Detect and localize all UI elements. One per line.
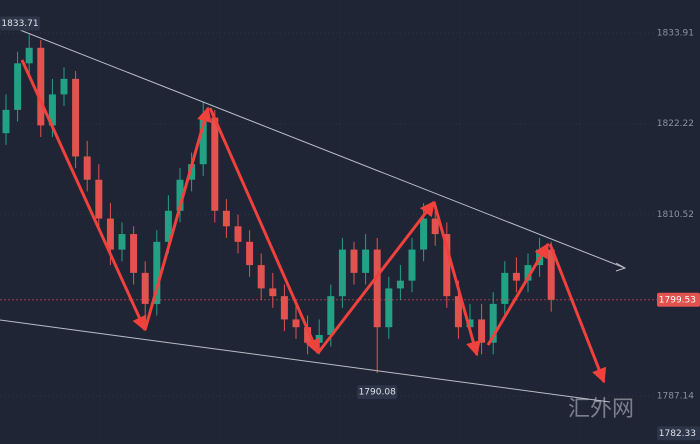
- candle-body: [489, 303, 497, 343]
- candle-body: [547, 249, 555, 300]
- candle-body: [478, 319, 486, 343]
- candle-body: [524, 265, 532, 281]
- candle-body: [95, 179, 103, 219]
- candle-body: [362, 249, 370, 273]
- low-label: 1790.08: [359, 388, 396, 398]
- candle-body: [396, 280, 404, 289]
- candle-body: [408, 249, 416, 281]
- high-tag: [0, 16, 40, 31]
- candle-body: [153, 241, 161, 304]
- candle-body: [14, 63, 22, 110]
- candle-body: [350, 249, 358, 273]
- candle-body: [60, 78, 68, 95]
- candle-body: [2, 109, 10, 134]
- candle-body: [72, 78, 80, 157]
- y-tick-label: 1787.14: [657, 391, 694, 401]
- cursor-tag: [657, 426, 700, 441]
- candle-body: [130, 234, 138, 273]
- candle-body: [118, 234, 126, 250]
- y-tick-label: 1810.52: [657, 210, 694, 220]
- candle-body: [454, 296, 462, 328]
- candle-body: [176, 179, 184, 211]
- candle-body: [338, 249, 346, 297]
- wave-arrow: [143, 106, 212, 331]
- low-tag: [357, 385, 398, 400]
- candle-body: [246, 241, 254, 266]
- candle-body: [257, 265, 265, 289]
- wave-arrow: [208, 107, 320, 355]
- trend-arrow: [615, 262, 627, 272]
- candle-body: [37, 47, 45, 126]
- candle-body: [466, 319, 474, 328]
- candle-body: [25, 47, 33, 64]
- trend-line: [0, 319, 611, 403]
- y-tick-label: 1822.22: [657, 119, 694, 129]
- candle-body: [292, 319, 300, 328]
- candle-body: [164, 210, 172, 242]
- candle-body: [211, 117, 219, 211]
- candle-body: [304, 327, 312, 343]
- wave-arrow: [548, 243, 607, 384]
- candle-body: [48, 94, 56, 126]
- candle-body: [234, 226, 242, 242]
- candle-body: [512, 272, 520, 281]
- price-tag-label: 1799.53: [659, 295, 696, 305]
- candle-body: [83, 156, 91, 180]
- candle-body: [141, 272, 149, 304]
- candle-body: [385, 288, 393, 328]
- watermark: 汇外网: [568, 397, 634, 422]
- y-tick-label: 1833.91: [657, 28, 694, 38]
- wave-arrow: [486, 242, 550, 346]
- candle-body: [199, 117, 207, 165]
- wave-arrow: [316, 200, 436, 354]
- wave-arrow: [20, 59, 147, 332]
- candle-body: [269, 288, 277, 297]
- candle-body: [280, 296, 288, 320]
- high-label: 1833.71: [1, 19, 38, 29]
- candle-body: [443, 234, 451, 297]
- candle-body: [501, 272, 509, 304]
- candle-body: [188, 164, 196, 180]
- price-tag: [657, 292, 700, 307]
- wave-arrow: [432, 201, 481, 357]
- candle-body: [315, 334, 323, 343]
- cursor-label: 1782.33: [659, 429, 696, 439]
- labels: 1833.91 1822.22 1810.52 1787.14 1799.53 1833.…: [0, 16, 700, 441]
- candle-body: [222, 210, 230, 227]
- wave-arrows: [20, 59, 607, 384]
- candle-body: [431, 218, 439, 235]
- trend-line: [19, 29, 626, 269]
- candle-body: [420, 218, 428, 250]
- candle-body: [327, 296, 335, 335]
- candle-body: [373, 249, 381, 328]
- candle-body: [106, 218, 114, 250]
